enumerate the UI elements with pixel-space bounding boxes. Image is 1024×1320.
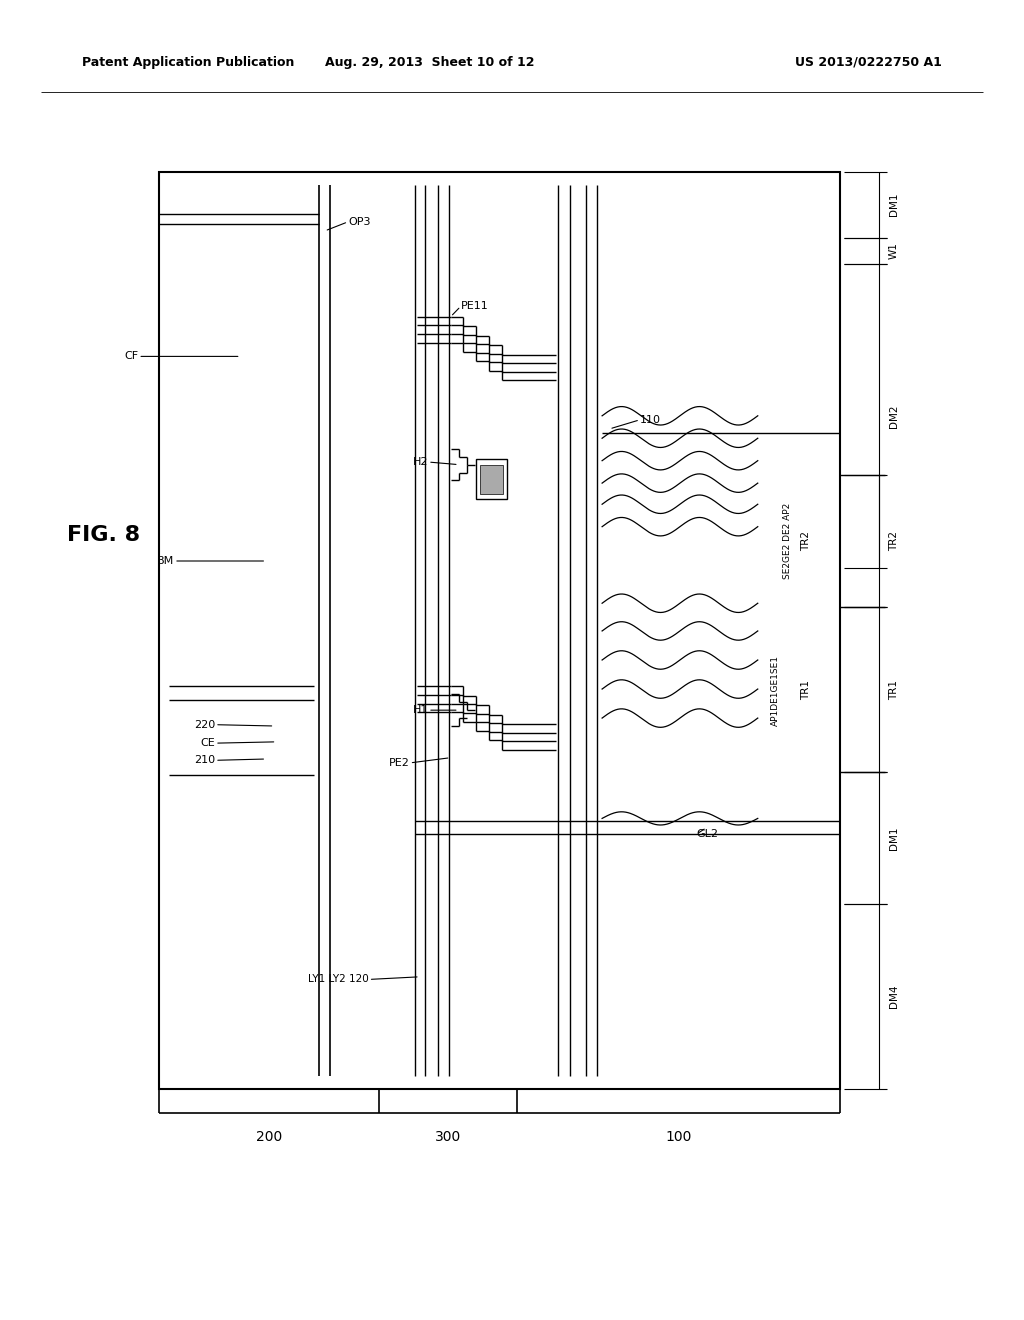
Text: CE: CE	[201, 738, 215, 748]
Text: TR1: TR1	[801, 680, 811, 701]
Text: LY1 LY2 120: LY1 LY2 120	[308, 974, 369, 985]
Text: W1: W1	[889, 243, 899, 259]
Text: PE11: PE11	[461, 301, 488, 312]
Text: H2: H2	[413, 457, 428, 467]
Text: PE2: PE2	[389, 758, 410, 768]
Text: H1: H1	[413, 705, 428, 715]
Text: CF: CF	[124, 351, 138, 362]
Text: GL2: GL2	[696, 829, 718, 840]
Text: AP1DE1GE1SE1: AP1DE1GE1SE1	[771, 655, 780, 726]
Text: DM1: DM1	[889, 826, 899, 850]
Text: OP3: OP3	[348, 216, 371, 227]
Text: TR2: TR2	[801, 531, 811, 552]
Bar	[476, 459, 507, 499]
Text: 220: 220	[194, 719, 215, 730]
Text: FIG. 8: FIG. 8	[67, 524, 139, 545]
Text: SE2GE2 DE2 AP2: SE2GE2 DE2 AP2	[783, 503, 793, 579]
Text: TR2: TR2	[889, 531, 899, 552]
Text: DM1: DM1	[889, 193, 899, 216]
Text: 210: 210	[194, 755, 215, 766]
Text: 200: 200	[256, 1130, 282, 1143]
Bar	[159, 172, 840, 1089]
Bar	[480, 465, 503, 494]
Text: 300: 300	[435, 1130, 461, 1143]
Text: 110: 110	[640, 414, 662, 425]
Text: US 2013/0222750 A1: US 2013/0222750 A1	[796, 55, 942, 69]
Text: Aug. 29, 2013  Sheet 10 of 12: Aug. 29, 2013 Sheet 10 of 12	[326, 55, 535, 69]
Text: DM2: DM2	[889, 404, 899, 428]
Text: Patent Application Publication: Patent Application Publication	[82, 55, 294, 69]
Text: 100: 100	[666, 1130, 691, 1143]
Text: DM4: DM4	[889, 985, 899, 1008]
Text: BM: BM	[157, 556, 174, 566]
Text: TR1: TR1	[889, 680, 899, 700]
